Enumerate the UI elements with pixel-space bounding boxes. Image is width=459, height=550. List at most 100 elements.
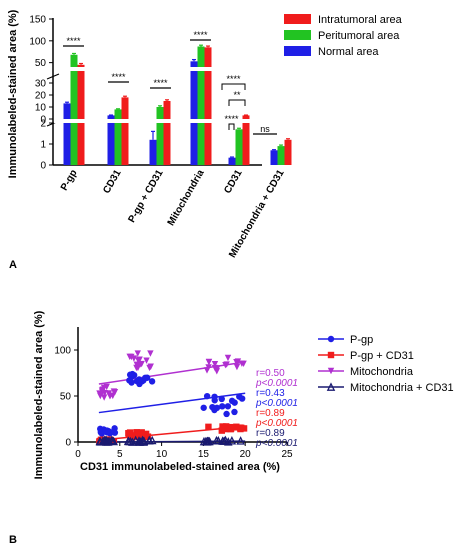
y-tick-label: 50 [35,58,47,69]
data-point [326,382,336,391]
data-point [224,403,232,410]
significance-bracket [221,83,246,90]
panel-a-y-axis-label: Immunolabeled-stained area (%) [7,9,19,178]
data-point [231,408,238,416]
legend-label: Mitochondria + CD31 [350,382,454,394]
data-point [227,425,234,433]
regression-line [98,361,246,385]
x-tick-label: 10 [156,449,168,460]
data-point [111,429,119,436]
x-category-label: CD31 [101,168,124,196]
y-tick-label: 50 [60,392,72,403]
y-tick-label: 1 [40,140,46,151]
data-point [136,356,143,363]
data-point [100,394,108,401]
data-point [327,367,335,375]
data-point [97,428,105,435]
data-point [108,436,117,445]
y-tick-label: 2 [40,119,46,130]
data-point [224,354,232,362]
bar-intratumoral-area [77,64,85,165]
data-point [110,388,118,395]
data-point [143,357,150,364]
data-point [227,436,237,445]
correlation-r: r=0.89 [256,408,285,419]
data-point [146,364,153,372]
x-tick-label: 15 [198,449,210,460]
data-point [219,403,226,410]
panel-b-scatter-chart: Immunolabeled-stained area (%) CD31 immu… [9,310,454,546]
legend-swatch [284,30,311,40]
data-point [104,436,113,446]
y-tick-label: 0 [65,438,71,449]
y-tick-label: 100 [54,346,71,357]
data-point [147,350,154,357]
panel-a-bar-chart: Immunolabeled-stained area (%) 012010203… [7,9,403,271]
significance-bracket [228,123,235,130]
data-point [138,360,145,368]
significance-label: ns [260,124,270,134]
data-point [203,436,212,446]
bar-intratumoral-area [204,47,212,166]
bar-peritumoral-area [277,146,285,165]
data-point [142,374,149,382]
data-point [237,424,244,431]
data-point [130,355,138,362]
data-point [135,376,143,383]
legend-label: Mitochondria [350,366,414,378]
bar-intratumoral-area [284,139,292,165]
data-point [134,350,141,357]
bar-peritumoral-area [70,54,78,166]
data-point [133,361,141,368]
data-point [211,361,219,368]
significance-label: **** [224,114,239,124]
correlation-p: p<0.0001 [255,398,298,409]
panel-b-y-axis-label: Immunolabeled-stained area (%) [33,310,45,479]
data-point [109,438,117,445]
y-tick-label: 30 [35,79,47,90]
correlation-p: p<0.0001 [255,438,298,449]
data-point [145,435,154,445]
data-point [238,395,246,402]
correlation-p: p<0.0001 [255,418,298,429]
bar-normal-area [63,103,71,165]
bar-normal-area [228,157,236,165]
data-point [106,428,114,436]
legend-label: Peritumoral area [318,30,400,42]
data-point [203,392,211,400]
data-point [124,436,133,446]
legend-label: Normal area [318,46,379,58]
data-point [233,363,241,371]
data-point [211,393,218,401]
axis-break-gap [54,67,314,71]
data-point [327,351,335,359]
data-point [223,410,230,418]
axis-break-gap [54,119,314,123]
data-point [130,371,138,379]
x-category-label: P-gp [59,168,80,193]
data-point [231,424,238,431]
data-point [125,430,133,438]
data-point [97,392,104,400]
panel-b-x-axis-label: CD31 immunolabeled-stained area (%) [80,461,280,473]
data-point [221,425,228,433]
data-point [205,364,212,371]
data-point [240,360,247,368]
data-point [234,358,242,365]
data-point [218,436,227,445]
significance-label: **** [193,30,208,40]
correlation-r: r=0.43 [256,388,285,399]
bar-intratumoral-area [242,115,250,165]
bar-peritumoral-area [156,107,164,165]
data-point [131,435,140,445]
y-tick-label: 150 [29,15,46,26]
data-point [228,397,236,405]
panel-a-label: A [9,259,17,271]
data-point [139,436,149,446]
bar-normal-area [270,150,278,165]
legend-label: P-gp [350,334,373,346]
data-point [101,390,108,397]
bar-peritumoral-area [235,129,243,165]
y-tick-label: 20 [35,91,47,102]
